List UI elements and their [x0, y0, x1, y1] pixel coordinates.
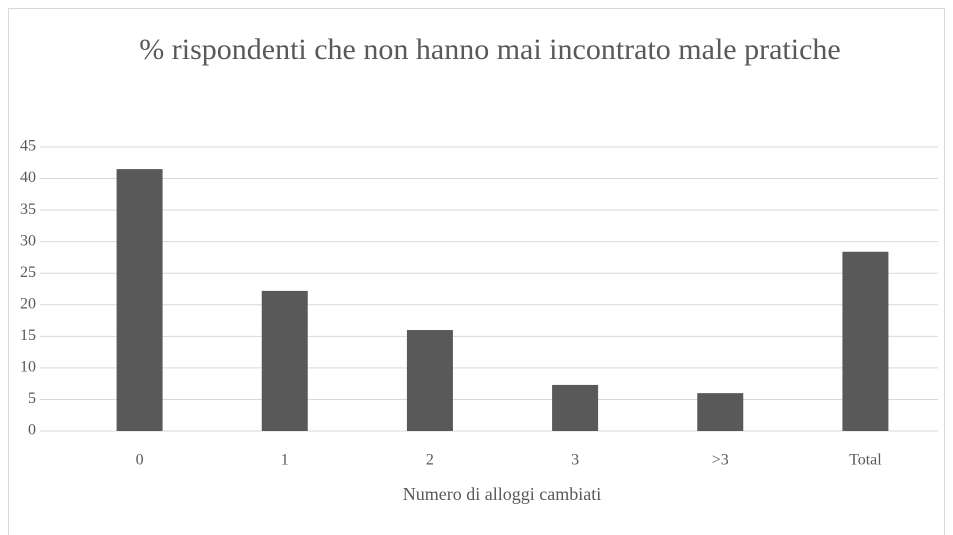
bar	[406, 330, 453, 431]
x-tick-label: 2	[426, 452, 434, 469]
x-tick-label: Total	[849, 452, 882, 469]
bar	[261, 290, 308, 431]
y-tick-label: 25	[20, 264, 36, 281]
y-tick-label: 35	[20, 201, 36, 218]
x-axis-label: Numero di alloggi cambiati	[403, 484, 601, 504]
bar	[842, 251, 889, 431]
y-tick-label: 40	[20, 169, 36, 186]
y-tick-label: 0	[28, 422, 36, 439]
x-tick-label: >3	[712, 452, 729, 469]
x-tick-label: 3	[571, 452, 579, 469]
y-tick-label: 20	[20, 295, 36, 312]
chart-frame	[8, 8, 945, 535]
y-tick-label: 15	[20, 327, 36, 344]
y-tick-label: 30	[20, 232, 36, 249]
bar	[697, 393, 744, 431]
y-tick-label: 10	[20, 359, 36, 376]
x-tick-label: 0	[136, 452, 144, 469]
chart-title: % rispondenti che non hanno mai incontra…	[139, 33, 841, 66]
bar	[552, 384, 599, 431]
y-tick-label: 5	[28, 390, 36, 407]
bar	[116, 169, 163, 432]
x-tick-label: 1	[281, 452, 289, 469]
y-tick-label: 45	[20, 138, 36, 155]
